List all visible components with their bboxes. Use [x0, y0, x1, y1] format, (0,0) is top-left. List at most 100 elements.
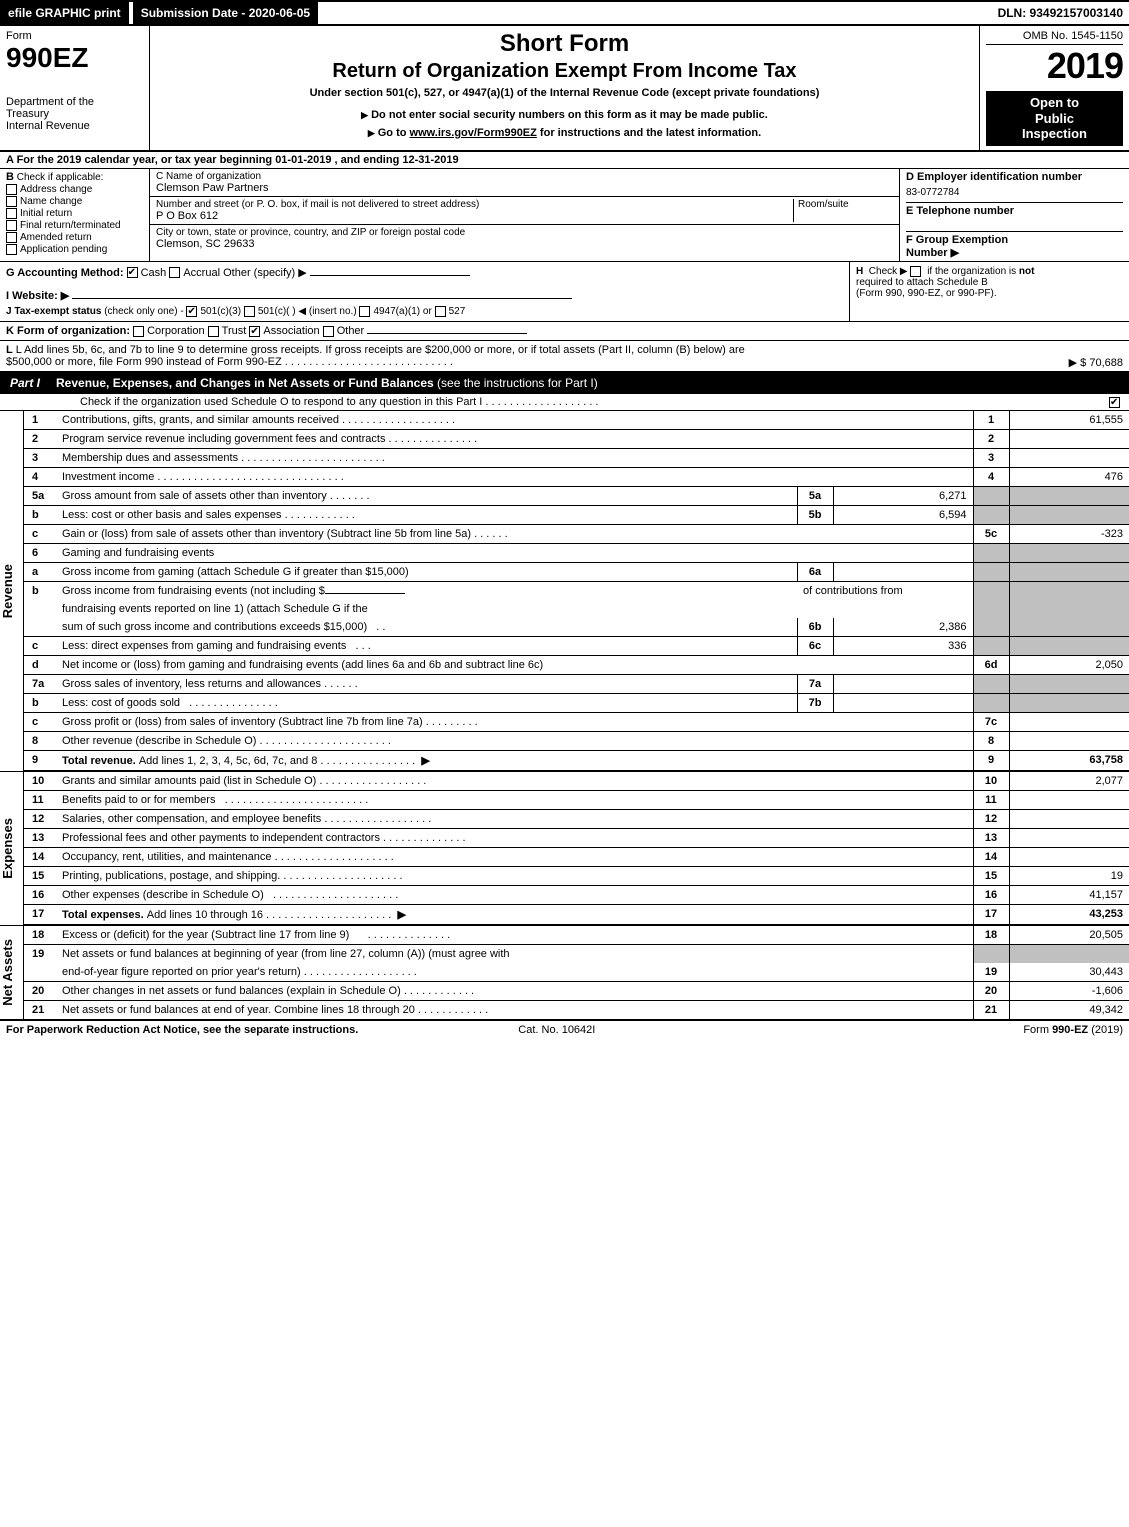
revenue-section: Revenue 1 Contributions, gifts, grants, …	[0, 411, 1129, 772]
expenses-section: Expenses 10 Grants and similar amounts p…	[0, 772, 1129, 926]
org-name: Clemson Paw Partners	[156, 182, 893, 194]
line-21: 21 Net assets or fund balances at end of…	[24, 1000, 1129, 1019]
h-schedule-b: H Check ▶ if the organization is not req…	[849, 262, 1129, 321]
part1-title: Revenue, Expenses, and Changes in Net As…	[50, 373, 1129, 393]
checkbox-amended-return[interactable]: Amended return	[6, 232, 143, 243]
line-11: 11 Benefits paid to or for members . . .…	[24, 790, 1129, 809]
department-line2: Treasury	[6, 108, 143, 120]
street-value: P O Box 612	[156, 210, 793, 222]
short-form-title: Short Form	[160, 30, 969, 58]
line-6b-1: b Gross income from fundraising events (…	[24, 581, 1129, 600]
form-number: 990EZ	[6, 42, 143, 74]
checkbox-other-org[interactable]	[323, 326, 334, 337]
line-19-1: 19 Net assets or fund balances at beginn…	[24, 944, 1129, 963]
row-k: K Form of organization: Corporation Trus…	[0, 322, 1129, 341]
revenue-side-label: Revenue	[0, 564, 23, 618]
telephone-value	[906, 217, 1123, 231]
net-assets-table: 18 Excess or (deficit) for the year (Sub…	[24, 926, 1129, 1019]
line-18: 18 Excess or (deficit) for the year (Sub…	[24, 926, 1129, 945]
top-bar: efile GRAPHIC print Submission Date - 20…	[0, 0, 1129, 26]
ssn-warning: Do not enter social security numbers on …	[160, 109, 969, 121]
part1-schedule-o-check: Check if the organization used Schedule …	[0, 394, 1129, 411]
checkbox-corporation[interactable]	[133, 326, 144, 337]
value-other-expenses: 41,157	[1009, 885, 1129, 904]
checkbox-cash[interactable]	[127, 267, 138, 278]
checkbox-association[interactable]	[249, 326, 260, 337]
part1-tab: Part I	[0, 373, 50, 393]
net-assets-side-label: Net Assets	[0, 939, 23, 1006]
telephone-label: E Telephone number	[906, 202, 1123, 217]
checkbox-4947[interactable]	[359, 306, 370, 317]
line-5b: b Less: cost or other basis and sales ex…	[24, 505, 1129, 524]
ein-label: D Employer identification number	[906, 171, 1123, 183]
paperwork-notice: For Paperwork Reduction Act Notice, see …	[6, 1024, 358, 1036]
line-20: 20 Other changes in net assets or fund b…	[24, 981, 1129, 1000]
value-other-changes: -1,606	[1009, 981, 1129, 1000]
value-6d: 2,050	[1009, 655, 1129, 674]
checkbox-name-change[interactable]: Name change	[6, 196, 143, 207]
org-name-label: C Name of organization	[156, 171, 893, 182]
header-left: Form 990EZ Department of the Treasury In…	[0, 26, 150, 150]
line-9: 9 Total revenue. Add lines 1, 2, 3, 4, 5…	[24, 750, 1129, 770]
department-line1: Department of the	[6, 96, 143, 108]
checkbox-527[interactable]	[435, 306, 446, 317]
checkbox-accrual[interactable]	[169, 267, 180, 278]
checkbox-final-return[interactable]: Final return/terminated	[6, 220, 143, 231]
check-if-applicable: Check if applicable:	[17, 172, 104, 183]
net-assets-section: Net Assets 18 Excess or (deficit) for th…	[0, 926, 1129, 1021]
room-label: Room/suite	[798, 199, 893, 210]
value-total-expenses: 43,253	[1009, 904, 1129, 924]
checkbox-schedule-b[interactable]	[910, 266, 921, 277]
checkbox-application-pending[interactable]: Application pending	[6, 244, 143, 255]
line-6b-3: sum of such gross income and contributio…	[24, 618, 1129, 637]
goto-instructions: Go to www.irs.gov/Form990EZ for instruct…	[160, 127, 969, 139]
line-6c: c Less: direct expenses from gaming and …	[24, 636, 1129, 655]
tax-exempt-status: J Tax-exempt status (check only one) - 5…	[6, 306, 843, 317]
checkbox-schedule-o[interactable]	[1109, 397, 1120, 408]
row-l: L L Add lines 5b, 6c, and 7b to line 9 t…	[0, 341, 1129, 373]
line-5a: 5a Gross amount from sale of assets othe…	[24, 486, 1129, 505]
row-a-tax-year: A For the 2019 calendar year, or tax yea…	[0, 152, 1129, 169]
page-footer: For Paperwork Reduction Act Notice, see …	[0, 1021, 1129, 1039]
line-7b: b Less: cost of goods sold . . . . . . .…	[24, 693, 1129, 712]
street-label: Number and street (or P. O. box, if mail…	[156, 199, 793, 210]
omb-number: OMB No. 1545-1150	[986, 30, 1123, 45]
revenue-table: 1 Contributions, gifts, grants, and simi…	[24, 411, 1129, 771]
checkbox-initial-return[interactable]: Initial return	[6, 208, 143, 219]
return-title: Return of Organization Exempt From Incom…	[160, 60, 969, 83]
value-total-revenue: 63,758	[1009, 750, 1129, 770]
line-8: 8 Other revenue (describe in Schedule O)…	[24, 731, 1129, 750]
value-6c: 336	[833, 636, 973, 655]
line-1: 1 Contributions, gifts, grants, and simi…	[24, 411, 1129, 430]
line-13: 13 Professional fees and other payments …	[24, 828, 1129, 847]
info-block: B Check if applicable: Address change Na…	[0, 169, 1129, 262]
checkbox-address-change[interactable]: Address change	[6, 184, 143, 195]
form-word: Form	[6, 30, 143, 42]
checkbox-501c3[interactable]	[186, 306, 197, 317]
irs-link[interactable]: www.irs.gov/Form990EZ	[410, 127, 537, 139]
value-printing: 19	[1009, 866, 1129, 885]
public-inspection-badge: Open to Public Inspection	[986, 91, 1123, 146]
line-7a: 7a Gross sales of inventory, less return…	[24, 674, 1129, 693]
value-5b: 6,594	[833, 505, 973, 524]
line-5c: c Gain or (loss) from sale of assets oth…	[24, 524, 1129, 543]
footer-form-ref: Form 990-EZ (2019)	[1023, 1024, 1123, 1036]
line-17: 17 Total expenses. Add lines 10 through …	[24, 904, 1129, 924]
line-14: 14 Occupancy, rent, utilities, and maint…	[24, 847, 1129, 866]
line-12: 12 Salaries, other compensation, and emp…	[24, 809, 1129, 828]
column-d: D Employer identification number 83-0772…	[899, 169, 1129, 261]
part1-header: Part I Revenue, Expenses, and Changes in…	[0, 373, 1129, 411]
catalog-number: Cat. No. 10642I	[518, 1024, 595, 1036]
submission-date-badge: Submission Date - 2020-06-05	[133, 2, 318, 24]
line-7c: c Gross profit or (loss) from sales of i…	[24, 712, 1129, 731]
expenses-table: 10 Grants and similar amounts paid (list…	[24, 772, 1129, 925]
efile-print-button[interactable]: efile GRAPHIC print	[0, 2, 129, 24]
checkbox-501c[interactable]	[244, 306, 255, 317]
ein-value: 83-0772784	[906, 187, 1123, 198]
under-section: Under section 501(c), 527, or 4947(a)(1)…	[160, 87, 969, 99]
department-line3: Internal Revenue	[6, 120, 143, 132]
b-label: B	[6, 171, 14, 183]
checkbox-trust[interactable]	[208, 326, 219, 337]
row-g-h: G Accounting Method: Cash Accrual Other …	[0, 262, 1129, 322]
line-4: 4 Investment income . . . . . . . . . . …	[24, 467, 1129, 486]
